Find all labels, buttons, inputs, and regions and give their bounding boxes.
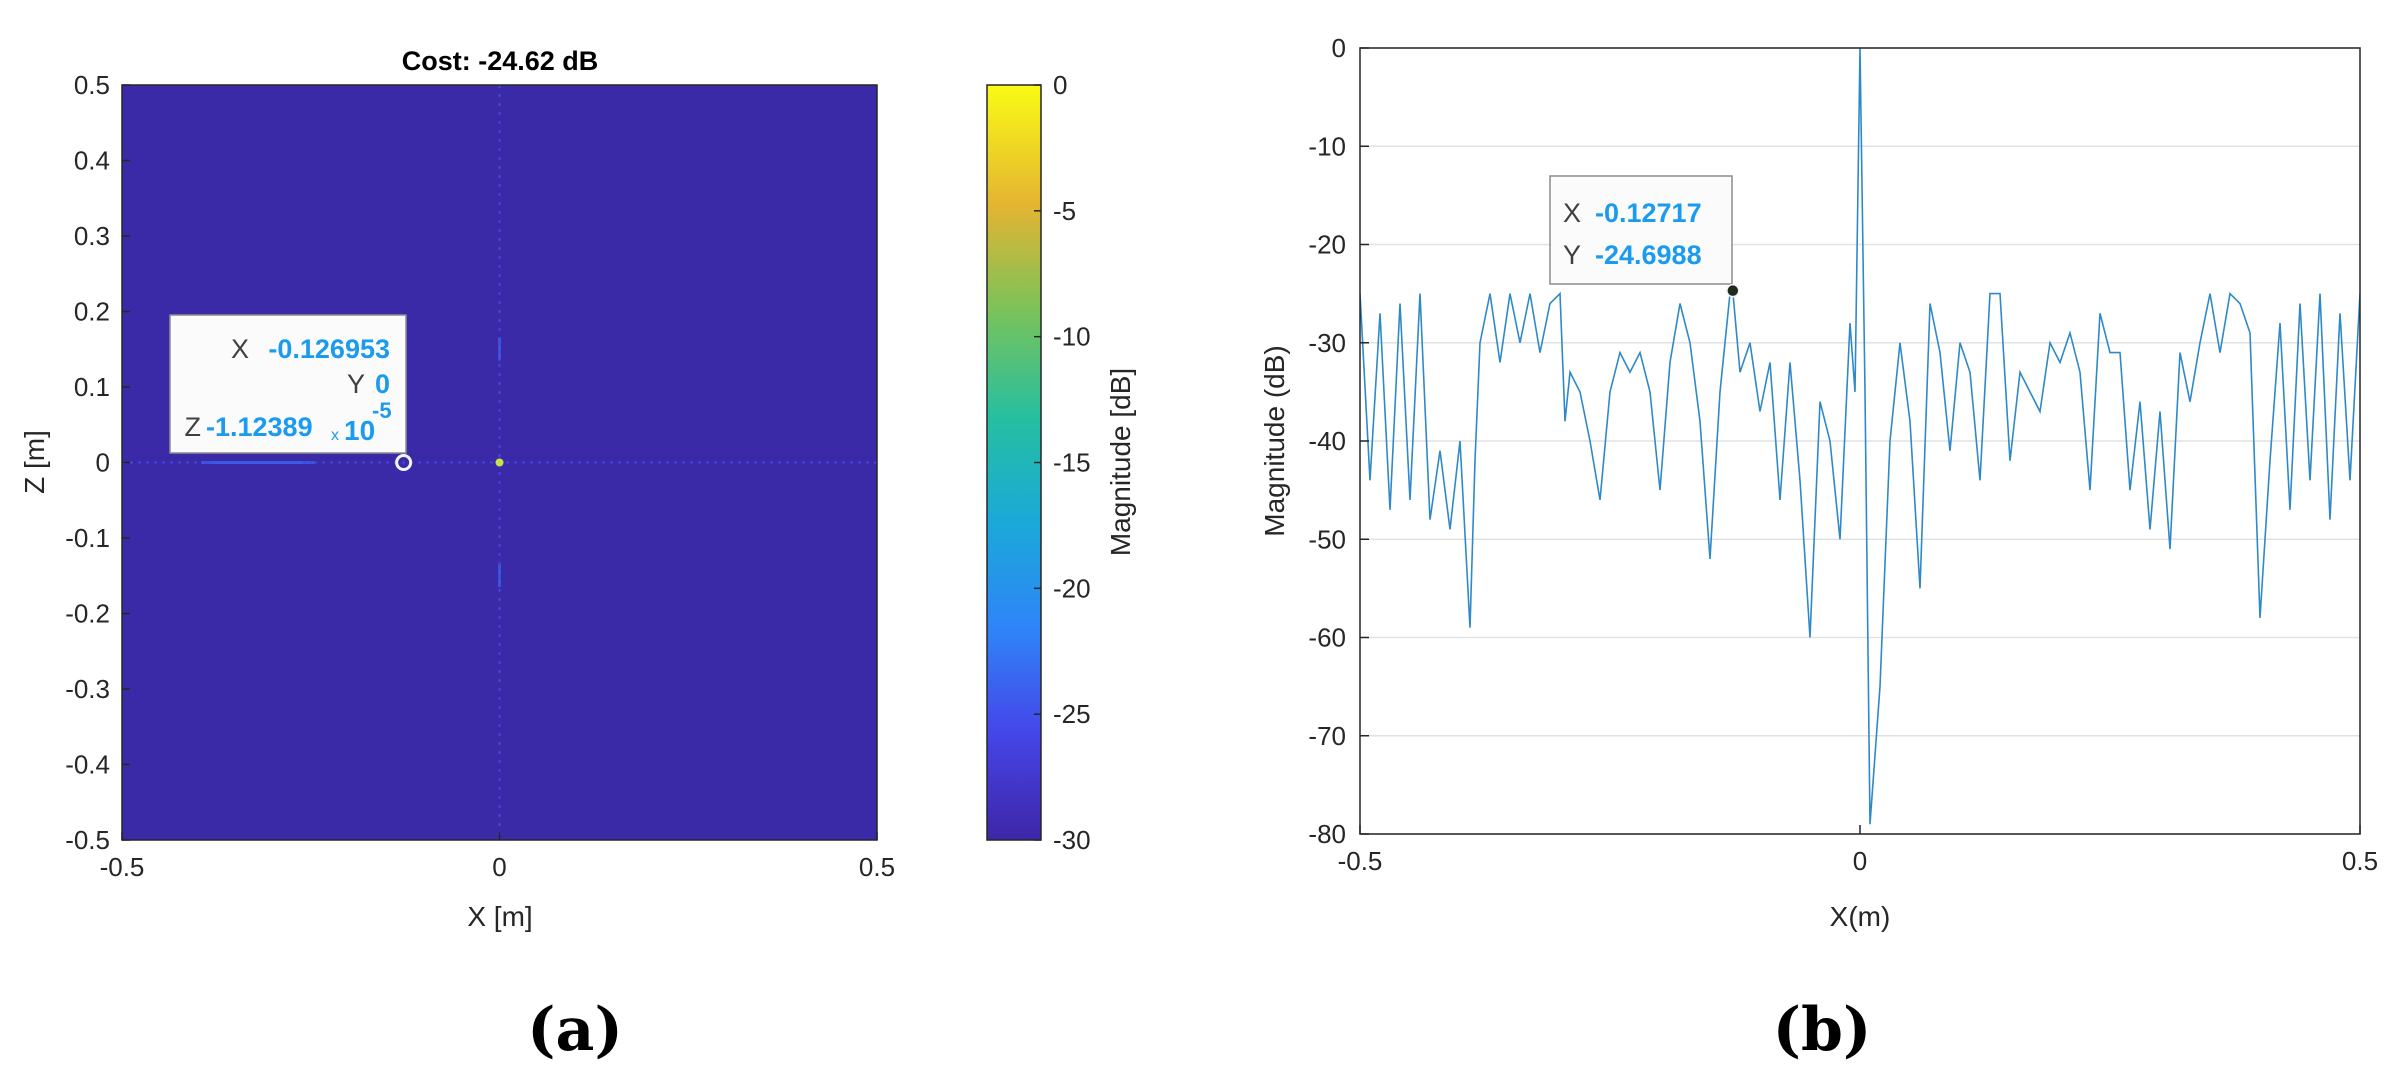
line-datatip-y-key: Y — [1563, 240, 1581, 270]
heatmap-y-tick-label: 0.5 — [74, 70, 110, 100]
heatmap-axes: -0.5 0 0.5 0.5 0.4 0.3 0.2 0.1 0 -0.1 -0.2 -0.3 -0.4… — [65, 70, 895, 882]
heatmap-x-label: X [m] — [467, 901, 532, 932]
heatmap-datatip-z-times: x — [331, 427, 339, 444]
line-x-tick-label: 0 — [1853, 846, 1867, 876]
heatmap-datatip-z-base: 10 — [344, 415, 375, 446]
line-datatip-marker[interactable] — [1726, 283, 1740, 298]
main-peak — [495, 458, 504, 467]
panel-label-a: (a) — [527, 995, 623, 1065]
line-datatip-x-value: -0.12717 — [1595, 198, 1702, 228]
panel-b-line-chart: 0 -10 -20 -30 -40 -50 -60 -70 -80-0.5 0 0.5 X(m) M… — [1259, 33, 2378, 1065]
heatmap-datatip[interactable]: X -0.126953 Y 0 Z -1.12389 x 10 -5 — [169, 314, 413, 471]
heatmap-datatip-y-value: 0 — [375, 369, 390, 399]
heatmap-datatip-box — [169, 314, 407, 454]
line-y-tick-label: -70 — [1308, 721, 1346, 751]
heatmap-y-tick-label: -0.4 — [65, 750, 110, 780]
side-lobe — [212, 460, 304, 465]
colorbar — [986, 84, 1042, 841]
panel-label-b: (b) — [1773, 995, 1872, 1065]
side-lobe — [497, 337, 502, 361]
heatmap-y-tick-label: 0.4 — [74, 146, 110, 176]
heatmap-y-tick-label: 0 — [96, 448, 110, 478]
side-lobe — [497, 564, 502, 588]
line-y-tick-label: 0 — [1332, 33, 1346, 63]
line-axes: 0 -10 -20 -30 -40 -50 -60 -70 -80-0.5 0 0.5 — [1308, 33, 2378, 876]
heatmap-y-tick-label: -0.3 — [65, 674, 110, 704]
colorbar-tick-label: 0 — [1053, 70, 1067, 100]
line-datatip-y-value: -24.6988 — [1595, 240, 1702, 270]
colorbar-label: Magnitude [dB] — [1105, 368, 1136, 556]
colorbar-tick-label: -15 — [1053, 448, 1091, 478]
line-y-tick-label: -30 — [1308, 328, 1346, 358]
heatmap-x-tick-label: 0 — [492, 852, 506, 882]
line-y-tick-label: -80 — [1308, 819, 1346, 849]
heatmap-y-tick-label: 0.3 — [74, 221, 110, 251]
heatmap-features — [122, 85, 877, 840]
heatmap-x-tick-label: -0.5 — [100, 852, 145, 882]
heatmap-datatip-y-key: Y — [347, 369, 365, 399]
heatmap-datatip-z-exponent: -5 — [372, 398, 392, 423]
line-y-tick-label: -40 — [1308, 426, 1346, 456]
heatmap-datatip-x-key: X — [231, 334, 249, 364]
heatmap-datatip-x-value: -0.126953 — [268, 334, 390, 364]
colorbar-ticks: 0 -5 -10 -15 -20 -25 -30 — [1034, 70, 1091, 855]
heatmap-title: Cost: -24.62 dB — [402, 46, 599, 76]
heatmap-y-tick-label: 0.1 — [74, 372, 110, 402]
line-y-tick-label: -60 — [1308, 623, 1346, 653]
heatmap-y-tick-label: -0.5 — [65, 825, 110, 855]
line-datatip-x-key: X — [1563, 198, 1581, 228]
colorbar-tick-label: -10 — [1053, 322, 1091, 352]
line-datatip[interactable]: X -0.12717 Y -24.6988 — [1549, 175, 1740, 298]
heatmap-datatip-marker[interactable] — [395, 454, 413, 471]
line-x-tick-label: 0.5 — [2342, 846, 2378, 876]
colorbar-tick-label: -20 — [1053, 573, 1091, 603]
heatmap-y-label: Z [m] — [19, 430, 50, 494]
panel-a-heatmap: -0.5 0 0.5 0.5 0.4 0.3 0.2 0.1 0 -0.1 -0.2 -0.3 -0.4… — [19, 46, 1136, 1065]
heatmap-y-tick-label: -0.1 — [65, 523, 110, 553]
line-y-tick-label: -10 — [1308, 131, 1346, 161]
heatmap-datatip-z-value: -1.12389 — [206, 412, 313, 442]
heatmap-x-tick-label: 0.5 — [859, 852, 895, 882]
line-y-tick-label: -50 — [1308, 524, 1346, 554]
heatmap-datatip-z-key: Z — [185, 412, 202, 442]
line-series — [1360, 48, 2360, 825]
colorbar-tick-label: -25 — [1053, 699, 1091, 729]
colorbar-tick-label: -5 — [1053, 196, 1076, 226]
line-y-tick-label: -20 — [1308, 230, 1346, 260]
heatmap-y-tick-label: -0.2 — [65, 599, 110, 629]
line-x-label: X(m) — [1830, 901, 1891, 932]
line-x-tick-label: -0.5 — [1338, 846, 1383, 876]
line-datatip-box — [1549, 175, 1733, 285]
line-y-label: Magnitude (dB) — [1259, 345, 1290, 536]
heatmap-y-tick-label: 0.2 — [74, 297, 110, 327]
colorbar-tick-label: -30 — [1053, 825, 1091, 855]
